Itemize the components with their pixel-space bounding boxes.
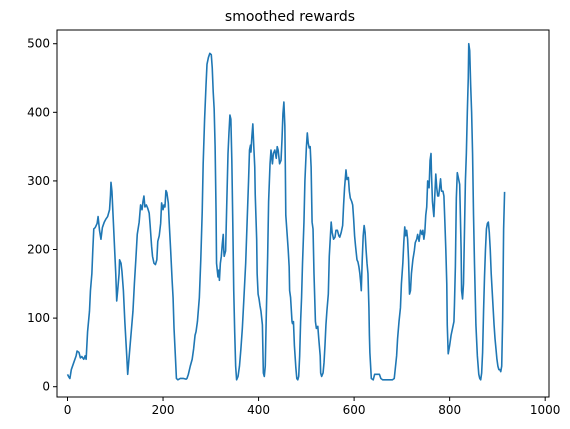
x-tick-label: 600 bbox=[343, 403, 366, 417]
y-tick-label: 400 bbox=[27, 105, 50, 119]
y-tick-label: 0 bbox=[42, 380, 50, 394]
axes-frame bbox=[56, 29, 550, 398]
x-tick-label: 800 bbox=[438, 403, 461, 417]
plot-area bbox=[66, 42, 506, 381]
chart-title: smoothed rewards bbox=[225, 9, 355, 25]
y-axis-ticks: 0 100 200 300 400 500 bbox=[27, 37, 57, 394]
y-tick-label: 100 bbox=[27, 311, 50, 325]
x-tick-label: 0 bbox=[64, 403, 72, 417]
x-tick-label: 200 bbox=[152, 403, 175, 417]
y-tick-label: 500 bbox=[27, 37, 50, 51]
y-tick-label: 200 bbox=[27, 243, 50, 257]
x-tick-label: 400 bbox=[247, 403, 270, 417]
x-tick-label: 1000 bbox=[530, 403, 561, 417]
series-line-0 bbox=[66, 42, 506, 381]
x-axis-ticks: 0 200 400 600 800 1000 bbox=[64, 397, 561, 417]
y-tick-label: 300 bbox=[27, 174, 50, 188]
